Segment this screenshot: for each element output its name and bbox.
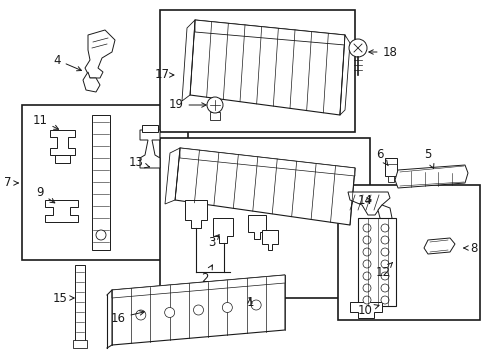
Bar — [160, 138, 369, 298]
Polygon shape — [50, 130, 75, 155]
Polygon shape — [164, 148, 180, 204]
Text: 11: 11 — [32, 113, 59, 129]
Circle shape — [251, 300, 261, 310]
Polygon shape — [213, 218, 232, 243]
Circle shape — [380, 284, 388, 292]
Polygon shape — [180, 148, 354, 176]
Polygon shape — [142, 125, 158, 132]
Text: 16: 16 — [110, 311, 144, 324]
Circle shape — [380, 236, 388, 244]
Circle shape — [164, 307, 174, 318]
Circle shape — [362, 284, 370, 292]
Circle shape — [222, 302, 232, 312]
Bar — [92, 115, 110, 250]
Text: 1: 1 — [246, 296, 253, 309]
Text: 19: 19 — [168, 99, 206, 112]
Bar — [387, 176, 393, 182]
Text: 14: 14 — [357, 194, 372, 207]
Polygon shape — [85, 30, 115, 78]
Circle shape — [362, 260, 370, 268]
Polygon shape — [184, 200, 206, 228]
Text: 7: 7 — [4, 176, 18, 189]
Text: 15: 15 — [52, 292, 74, 305]
Polygon shape — [45, 200, 78, 222]
Circle shape — [380, 296, 388, 304]
Bar — [209, 112, 220, 120]
Text: 4: 4 — [53, 54, 81, 71]
Bar — [337, 185, 479, 320]
Circle shape — [362, 272, 370, 280]
Text: 10: 10 — [357, 303, 378, 316]
Circle shape — [96, 230, 106, 240]
Polygon shape — [83, 72, 100, 92]
Polygon shape — [349, 302, 381, 318]
Polygon shape — [377, 205, 391, 222]
Text: 5: 5 — [424, 148, 433, 168]
Polygon shape — [347, 192, 389, 215]
Circle shape — [380, 260, 388, 268]
Circle shape — [362, 224, 370, 232]
Circle shape — [380, 248, 388, 256]
Text: 9: 9 — [36, 186, 55, 203]
Bar — [160, 10, 354, 132]
Polygon shape — [262, 230, 278, 250]
Polygon shape — [247, 215, 265, 239]
Text: 13: 13 — [128, 157, 149, 170]
Polygon shape — [55, 155, 70, 163]
Polygon shape — [112, 275, 285, 345]
Text: 3: 3 — [208, 235, 219, 248]
Text: 17: 17 — [154, 68, 174, 81]
Bar — [357, 218, 395, 306]
Polygon shape — [339, 35, 349, 115]
Circle shape — [362, 236, 370, 244]
Text: 2: 2 — [201, 265, 212, 284]
Circle shape — [362, 296, 370, 304]
Polygon shape — [195, 20, 345, 45]
Circle shape — [193, 305, 203, 315]
Bar — [22, 105, 187, 260]
Polygon shape — [112, 275, 285, 298]
Circle shape — [380, 224, 388, 232]
Polygon shape — [73, 340, 87, 348]
Circle shape — [136, 310, 145, 320]
Bar — [384, 158, 396, 176]
Polygon shape — [182, 20, 195, 101]
Text: 18: 18 — [368, 45, 397, 58]
Circle shape — [348, 39, 366, 57]
Bar — [75, 265, 85, 345]
Circle shape — [206, 97, 223, 113]
Text: 8: 8 — [463, 242, 477, 255]
Polygon shape — [140, 130, 160, 168]
Text: 6: 6 — [375, 148, 387, 166]
Polygon shape — [423, 238, 454, 254]
Text: 12: 12 — [375, 262, 392, 279]
Polygon shape — [190, 20, 345, 115]
Polygon shape — [175, 148, 354, 225]
Circle shape — [380, 272, 388, 280]
Polygon shape — [394, 165, 467, 188]
Circle shape — [362, 248, 370, 256]
